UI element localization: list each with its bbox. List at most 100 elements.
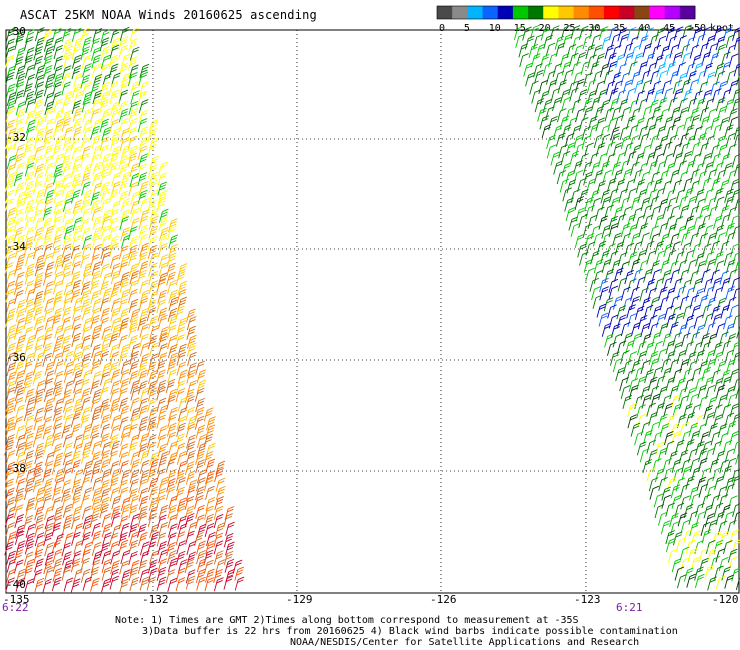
wind-barb: [108, 161, 119, 176]
wind-barb: [6, 100, 16, 115]
wind-barb: [71, 27, 82, 42]
wind-barb: [53, 387, 63, 402]
wind-barb: [717, 144, 728, 159]
wind-barb: [148, 189, 159, 204]
wind-barb: [101, 558, 112, 573]
wind-barb: [23, 143, 33, 158]
wind-barb: [649, 225, 660, 240]
wind-barb: [63, 351, 74, 366]
wind-barb: [647, 62, 657, 77]
wind-barb: [6, 558, 17, 573]
wind-barb: [71, 99, 82, 115]
wind-barb: [15, 360, 25, 375]
wind-barb: [186, 325, 197, 340]
wind-barb: [51, 460, 62, 475]
wind-barb: [676, 350, 687, 365]
wind-barb: [605, 80, 616, 95]
wind-barb: [82, 126, 93, 141]
wind-barb: [61, 542, 72, 557]
wind-barb: [546, 144, 557, 159]
wind-barb: [641, 394, 652, 409]
wind-barb: [80, 152, 90, 167]
wind-barb: [61, 495, 72, 510]
wind-barb: [23, 567, 33, 582]
wind-barb: [80, 74, 90, 89]
wind-barb: [185, 406, 195, 421]
wind-barb: [583, 97, 593, 112]
wind-barb: [81, 406, 91, 421]
wind-barb: [5, 450, 16, 465]
wind-barb: [683, 115, 693, 130]
wind-barb: [203, 451, 214, 466]
wind-barb: [166, 431, 177, 446]
wind-barb: [176, 450, 187, 465]
wind-barb: [626, 304, 636, 319]
wind-barb: [611, 106, 622, 121]
wind-barb: [23, 425, 34, 440]
wind-barb: [605, 153, 616, 168]
wind-barb: [130, 190, 140, 206]
wind-barb: [624, 142, 634, 157]
wind-barb: [15, 47, 26, 62]
wind-barb: [604, 44, 615, 59]
wind-barb: [185, 569, 196, 584]
wind-barb: [722, 27, 733, 42]
wind-barb: [712, 440, 722, 455]
wind-barb: [681, 459, 691, 474]
wind-barb: [575, 108, 585, 123]
wind-barb: [734, 198, 740, 211]
wind-barb: [101, 215, 111, 230]
wind-barb: [72, 388, 83, 403]
wind-barb: [608, 188, 619, 203]
wind-barb: [91, 207, 102, 222]
wind-barb: [720, 277, 731, 292]
wind-barb: [166, 252, 177, 267]
wind-barb: [35, 188, 45, 203]
wind-barb: [185, 470, 196, 485]
wind-barb: [568, 216, 579, 231]
wind-barb: [32, 468, 43, 483]
wind-barb: [14, 81, 25, 96]
wind-barb: [165, 378, 176, 393]
wind-barb: [694, 566, 704, 581]
wind-barb: [73, 540, 84, 555]
wind-barb: [118, 323, 128, 338]
wind-barb: [176, 497, 187, 512]
wind-barb: [604, 333, 614, 348]
wind-barb: [626, 213, 637, 228]
wind-barb: [146, 576, 157, 591]
wind-barb: [111, 280, 122, 295]
wind-barb: [119, 278, 130, 293]
wind-barb: [137, 163, 147, 178]
wind-barb: [616, 213, 627, 228]
wind-barb: [673, 88, 683, 103]
wind-barb: [695, 252, 705, 267]
wind-barb: [14, 118, 24, 133]
wind-barb: [80, 494, 90, 509]
wind-barb: [610, 132, 621, 147]
wind-barb: [90, 398, 101, 413]
wind-barb: [44, 144, 54, 159]
wind-barb: [34, 272, 44, 287]
wind-barb: [650, 393, 661, 408]
wind-barb: [109, 243, 119, 258]
wind-barb: [146, 434, 157, 449]
wind-barb: [53, 98, 63, 113]
wind-barb: [697, 457, 708, 472]
wind-barb: [81, 270, 92, 285]
wind-barb: [622, 206, 632, 221]
wind-barb: [43, 281, 54, 296]
wind-barb: [533, 63, 543, 78]
wind-barb: [35, 116, 46, 131]
wind-barb: [158, 521, 169, 537]
wind-barb: [596, 180, 607, 195]
wind-barb: [118, 44, 128, 60]
wind-barb: [595, 142, 606, 157]
wind-barb: [662, 458, 673, 473]
wind-barb: [557, 108, 567, 123]
wind-barb: [73, 342, 83, 357]
wind-barb: [80, 137, 90, 152]
colorbar-swatch: [497, 6, 514, 19]
wind-barb: [71, 323, 82, 338]
wind-barb: [627, 351, 638, 366]
